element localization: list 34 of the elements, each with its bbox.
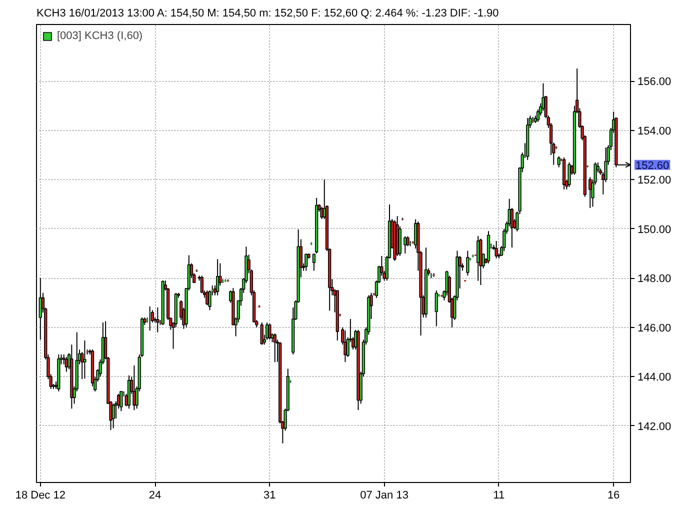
text: 152.60 xyxy=(636,160,670,172)
candlestick xyxy=(112,403,115,429)
y-tick-label: 154.00 xyxy=(638,125,672,138)
x-tick-label: 18 Dec 12 xyxy=(15,490,66,502)
candlestick xyxy=(344,330,347,363)
legend-label: [003] KCH3 (I,60) xyxy=(57,30,143,42)
candlestick xyxy=(120,390,123,412)
y-tick-label: 144.00 xyxy=(638,372,672,384)
candlestick xyxy=(304,253,308,272)
y-tick-label: 148.00 xyxy=(638,273,672,286)
x-tick-label: 16 xyxy=(607,490,620,502)
y-tick-label: 156.00 xyxy=(638,76,672,88)
chart-title: KCH3 16/01/2013 13:00 A: 154,50 M: 154,50 m: 152,50 F: 152,60 Q: 2.464 %: -1.23 DIF: -1.90 xyxy=(36,8,499,20)
candlestick xyxy=(83,340,86,380)
candlestick xyxy=(434,290,438,327)
candlestick xyxy=(260,322,264,346)
candlestick xyxy=(466,250,470,276)
candlestick xyxy=(568,162,571,188)
candlestick xyxy=(406,236,410,247)
y-tick-label: 146.00 xyxy=(638,322,672,334)
y-tick-label: 150.00 xyxy=(638,224,672,236)
candlestick xyxy=(273,333,276,363)
candlestick xyxy=(216,258,220,296)
candlestick xyxy=(557,156,560,168)
x-tick-label: 24 xyxy=(148,490,162,502)
x-tick-label: 31 xyxy=(264,490,276,502)
x-tick-label: 07 Jan 13 xyxy=(360,490,408,502)
x-tick-label: 11 xyxy=(493,490,505,502)
y-tick-label: 152.00 xyxy=(638,174,672,187)
candlestick xyxy=(208,290,212,311)
candlestick xyxy=(156,306,160,333)
y-tick-label: 142.00 xyxy=(638,420,672,433)
candlestick xyxy=(494,240,498,259)
candlestick xyxy=(268,323,272,340)
